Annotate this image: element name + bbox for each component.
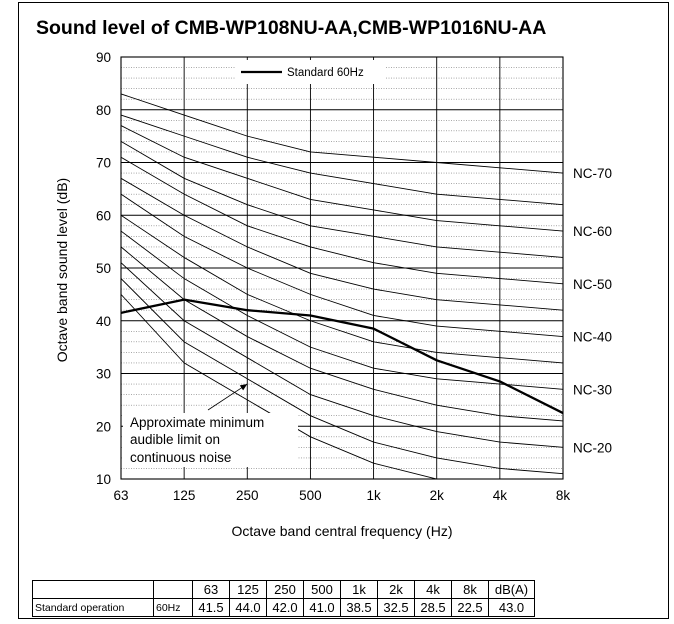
table-cell-mode: Standard operation (32, 598, 154, 617)
table-header-cell: 500 (303, 580, 341, 599)
nc-curve (120, 125, 564, 232)
series (120, 298, 564, 415)
annotation-line-3: continuous noise (130, 450, 231, 465)
table-header-cell: 2k (377, 580, 415, 599)
nc-curve-label: NC-40 (573, 330, 612, 345)
sound-level-table: 63 125 250 500 1k 2k 4k 8k dB(A) Standar… (32, 580, 535, 617)
x-tick-label: 500 (299, 488, 322, 503)
table-header-cell (153, 580, 193, 599)
series-line (120, 298, 564, 415)
table-header-cell: 125 (229, 580, 267, 599)
y-tick-label: 90 (96, 50, 111, 65)
nc-curve (120, 193, 564, 338)
nc-curve (120, 114, 564, 206)
table-header-cell: dB(A) (488, 580, 535, 599)
nc-curve (120, 230, 564, 390)
table-header-cell: 1k (340, 580, 378, 599)
table-cell: 22.5 (451, 598, 489, 617)
x-tick-label: 1k (366, 488, 381, 503)
table-cell: 41.5 (192, 598, 230, 617)
table-header-cell (32, 580, 154, 599)
y-tick-label: 40 (96, 314, 111, 329)
plot-border (120, 56, 564, 480)
nc-curve (120, 262, 564, 448)
annotation-background (123, 413, 298, 467)
y-axis-label: Octave band sound level (dB) (54, 178, 70, 362)
legend: Standard 60Hz (236, 60, 386, 84)
nc-curve-label: NC-70 (573, 166, 612, 181)
nc-curve (120, 177, 564, 311)
nc-curve (120, 246, 564, 422)
table-header-cell: 63 (192, 580, 230, 599)
y-tick-label: 20 (96, 419, 111, 434)
x-tick-label: 63 (113, 488, 128, 503)
x-tick-label: 8k (556, 488, 571, 503)
audible-limit-annotation: Approximate minimum audible limit on con… (123, 383, 298, 467)
x-tick-label: 4k (493, 488, 508, 503)
y-tick-label: 80 (96, 103, 111, 118)
nc-curve-label: NC-20 (573, 440, 612, 455)
table-header-cell: 250 (266, 580, 304, 599)
x-tick-label: 250 (236, 488, 259, 503)
y-tick-label: 70 (96, 156, 111, 171)
x-axis-label: Octave band central frequency (Hz) (232, 523, 453, 539)
table-cell: 42.0 (266, 598, 304, 617)
nc-curve (120, 214, 564, 364)
legend-label: Standard 60Hz (287, 67, 364, 79)
y-tick-label: 10 (96, 472, 111, 487)
table-cell-frequency: 60Hz (153, 598, 193, 617)
nc-curve (120, 141, 564, 258)
axes: 10 20 30 40 50 60 70 80 90 63 125 250 500 1k 2k 4k 8k (96, 50, 570, 503)
nc-curve-label: NC-50 (573, 277, 612, 292)
table-cell: 41.0 (303, 598, 341, 617)
table-cell: 32.5 (377, 598, 415, 617)
annotation-arrowhead (239, 384, 248, 391)
x-tick-label: 2k (430, 488, 445, 503)
table-cell: 38.5 (340, 598, 378, 617)
table-header-cell: 4k (414, 580, 452, 599)
x-tick-label: 125 (173, 488, 196, 503)
nc-curve-label: NC-30 (573, 382, 612, 397)
nc-curve (120, 156, 564, 285)
table-row: Standard operation 60Hz 41.5 44.0 42.0 4… (32, 598, 535, 617)
annotation-line-1: Approximate minimum (130, 415, 264, 430)
table-cell: 28.5 (414, 598, 452, 617)
table-header-row: 63 125 250 500 1k 2k 4k 8k dB(A) (32, 580, 535, 599)
y-tick-label: 50 (96, 261, 111, 276)
chart-title: Sound level of CMB-WP108NU-AA,CMB-WP1016… (36, 17, 547, 39)
nc-curve (120, 93, 564, 174)
y-tick-label: 60 (96, 208, 111, 223)
table-header-cell: 8k (451, 580, 489, 599)
nc-curve-label: NC-60 (573, 224, 612, 239)
table-cell: 44.0 (229, 598, 267, 617)
annotation-arrow (207, 383, 248, 411)
table-cell: 43.0 (488, 598, 535, 617)
y-tick-label: 30 (96, 367, 111, 382)
annotation-line-2: audible limit on (130, 432, 220, 447)
nc-curve (120, 278, 564, 475)
figure-frame (18, 2, 669, 619)
